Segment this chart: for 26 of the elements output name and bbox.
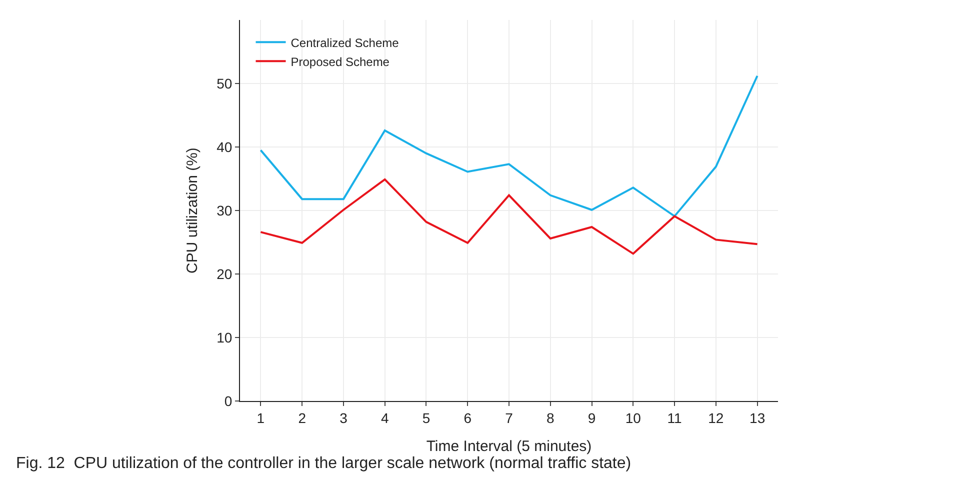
x-tick-label: 7 — [505, 410, 514, 426]
line-series — [260, 74, 758, 218]
y-tick-label: 50 — [216, 75, 232, 92]
legend-label: Proposed Scheme — [290, 54, 390, 69]
x-tick-label: 5 — [422, 410, 430, 426]
line-series — [260, 178, 758, 255]
caption: Fig. 12 CPU utilization of the controller in the larger scale network (normal traffic state) — [16, 455, 632, 472]
x-tick-label: 11 — [667, 410, 682, 426]
x-axis-title: Time Interval (5 minutes) — [426, 438, 592, 455]
y-axis-title: CPU utilization (%) — [184, 148, 201, 274]
legend-label: Centralized Scheme — [290, 36, 400, 50]
y-tick-label: 0 — [224, 392, 232, 409]
x-tick-label: 10 — [625, 410, 642, 426]
x-tick-label: 8 — [546, 410, 554, 426]
y-tick-label: 10 — [216, 329, 232, 346]
x-tick-label: 13 — [750, 410, 766, 426]
x-tick-label: 9 — [588, 410, 596, 426]
x-tick-label: 12 — [708, 410, 724, 426]
y-tick-label: 40 — [216, 138, 232, 155]
x-tick-label: 4 — [380, 410, 389, 426]
y-tick-label: 30 — [216, 202, 232, 218]
x-tick-label: 2 — [298, 410, 306, 426]
x-tick-label: 6 — [464, 410, 472, 426]
x-tick-label: 1 — [256, 410, 265, 426]
y-tick-label: 20 — [216, 266, 232, 282]
x-tick-label: 3 — [340, 410, 348, 426]
